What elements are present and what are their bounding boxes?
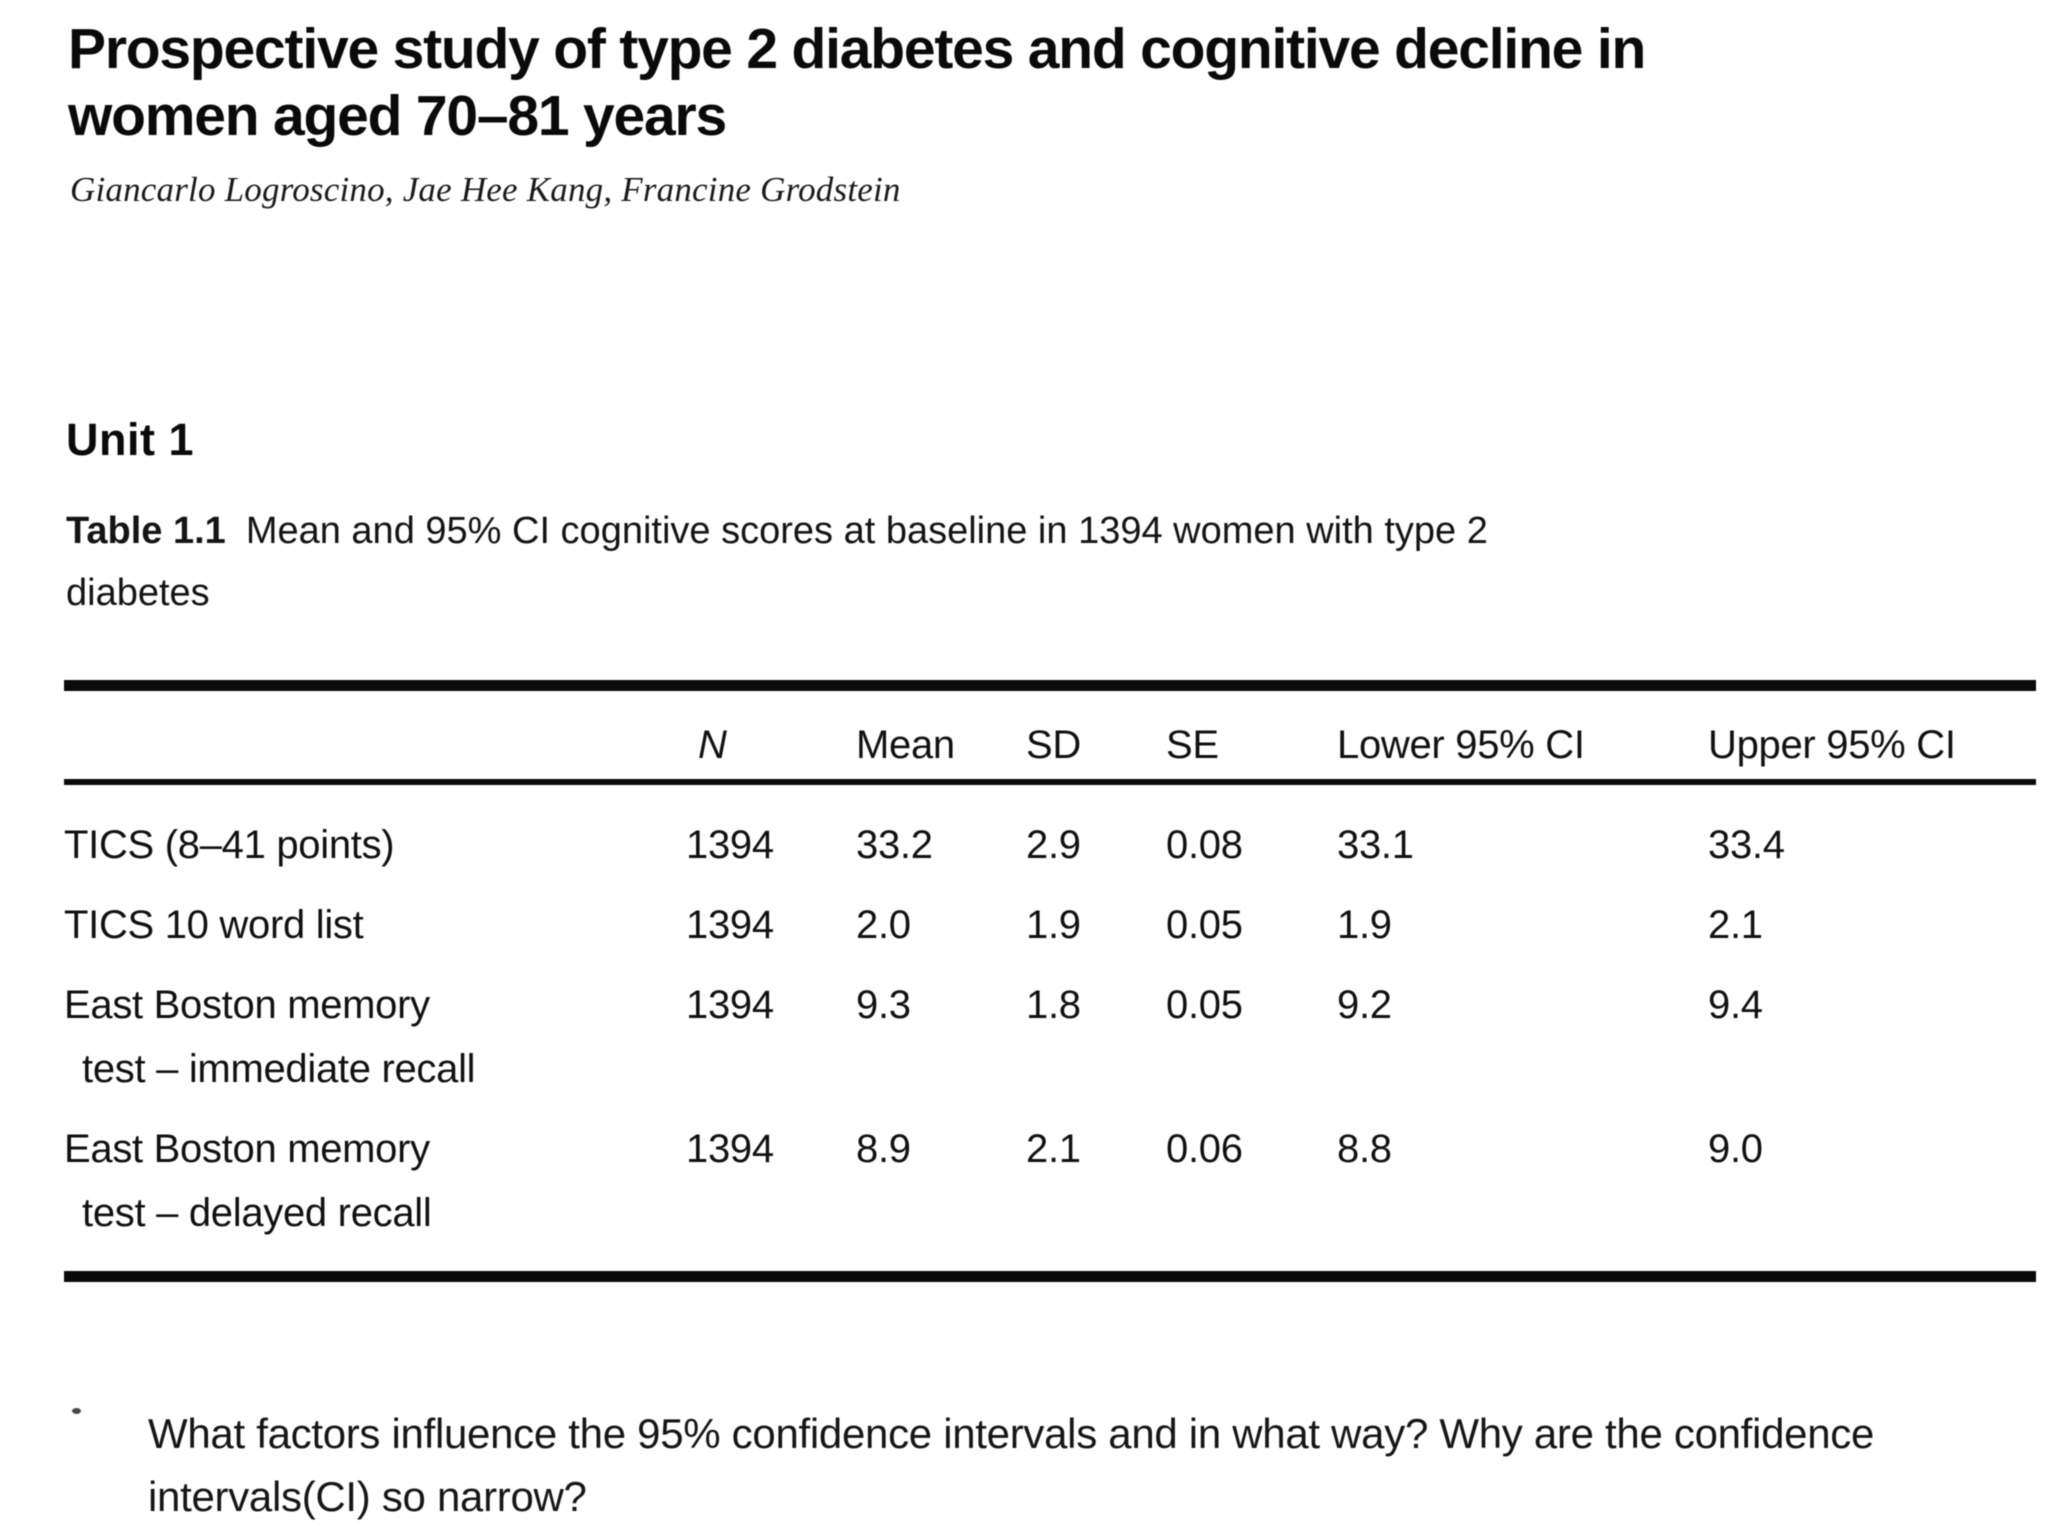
- table-row-east-boston-delayed: East Boston memory test – delayed recall…: [64, 1117, 2036, 1245]
- table-bottom-rule: [64, 1271, 2036, 1282]
- cell-sd: 1.9: [1026, 903, 1081, 947]
- column-header-sd: SD: [1026, 723, 1081, 767]
- cell-mean: 9.3: [856, 983, 911, 1027]
- bullet-dot: [72, 1408, 81, 1414]
- row-label: TICS (8–41 points): [64, 823, 395, 867]
- row-label: East Boston memory: [64, 983, 430, 1027]
- cell-upper-ci: 9.4: [1708, 983, 1763, 1027]
- cell-se: 0.05: [1166, 903, 1243, 947]
- row-label-cell: TICS 10 word list: [64, 893, 686, 957]
- cell-upper-ci: 33.4: [1708, 823, 1785, 867]
- column-header-n: N: [698, 723, 727, 767]
- cell-lower-ci: 1.9: [1337, 903, 1392, 947]
- cell-upper-ci: 9.0: [1708, 1127, 1763, 1171]
- cell-upper-ci: 2.1: [1708, 903, 1763, 947]
- row-label-cell: TICS (8–41 points): [64, 813, 686, 877]
- authors-line: Giancarlo Logroscino, Jae Hee Kang, Fran…: [70, 170, 901, 209]
- cell-n: 1394: [686, 823, 774, 867]
- row-label-line2: test – immediate recall: [82, 1047, 476, 1091]
- table-header-row: N Mean SD SE Lower 95% CI Upper 95% CI: [64, 691, 2036, 779]
- table-row-tics-wordlist: TICS 10 word list 1394 2.0 1.9 0.05 1.9 …: [64, 893, 2036, 957]
- column-header-se: SE: [1166, 723, 1219, 767]
- cell-se: 0.08: [1166, 823, 1243, 867]
- cell-lower-ci: 33.1: [1337, 823, 1414, 867]
- unit-heading: Unit 1: [66, 414, 195, 465]
- column-header-lower-ci: Lower 95% CI: [1337, 723, 1585, 767]
- cell-sd: 2.9: [1026, 823, 1081, 867]
- column-header-upper-ci: Upper 95% CI: [1708, 723, 1956, 767]
- cell-lower-ci: 8.8: [1337, 1127, 1392, 1171]
- column-header-mean: Mean: [856, 723, 955, 767]
- table-body: TICS (8–41 points) 1394 33.2 2.9 0.08 33…: [64, 785, 2036, 1245]
- cell-mean: 2.0: [856, 903, 911, 947]
- cell-mean: 8.9: [856, 1127, 911, 1171]
- stats-table: N Mean SD SE Lower 95% CI Upper 95% CI T…: [64, 680, 2036, 1282]
- table-row-tics-total: TICS (8–41 points) 1394 33.2 2.9 0.08 33…: [64, 813, 2036, 877]
- cell-sd: 2.1: [1026, 1127, 1081, 1171]
- row-label: East Boston memory: [64, 1127, 430, 1171]
- table-caption: Table 1.1 Mean and 95% CI cognitive score…: [66, 500, 1576, 624]
- cell-mean: 33.2: [856, 823, 933, 867]
- cell-n: 1394: [686, 983, 774, 1027]
- row-label: TICS 10 word list: [64, 903, 364, 947]
- page-title-line-2: women aged 70–81 years: [68, 84, 727, 148]
- row-label-line2: test – delayed recall: [82, 1191, 432, 1235]
- table-caption-label: Table 1.1: [66, 510, 226, 552]
- row-label-cell: East Boston memory test – immediate reca…: [64, 973, 686, 1101]
- cell-n: 1394: [686, 1127, 774, 1171]
- page-title: Prospective study of type 2 diabetes and…: [68, 16, 2043, 150]
- table-top-rule: [64, 680, 2036, 691]
- cell-se: 0.06: [1166, 1127, 1243, 1171]
- cell-sd: 1.8: [1026, 983, 1081, 1027]
- cell-lower-ci: 9.2: [1337, 983, 1392, 1027]
- table-header-rule: [64, 779, 2036, 785]
- page-title-line-1: Prospective study of type 2 diabetes and…: [68, 17, 1646, 81]
- cell-se: 0.05: [1166, 983, 1243, 1027]
- table-caption-text: Mean and 95% CI cognitive scores at base…: [66, 510, 1488, 614]
- row-label-cell: East Boston memory test – delayed recall: [64, 1117, 686, 1245]
- cell-n: 1394: [686, 903, 774, 947]
- question-text: What factors influence the 95% confidenc…: [148, 1410, 1875, 1520]
- table-row-east-boston-immediate: East Boston memory test – immediate reca…: [64, 973, 2036, 1101]
